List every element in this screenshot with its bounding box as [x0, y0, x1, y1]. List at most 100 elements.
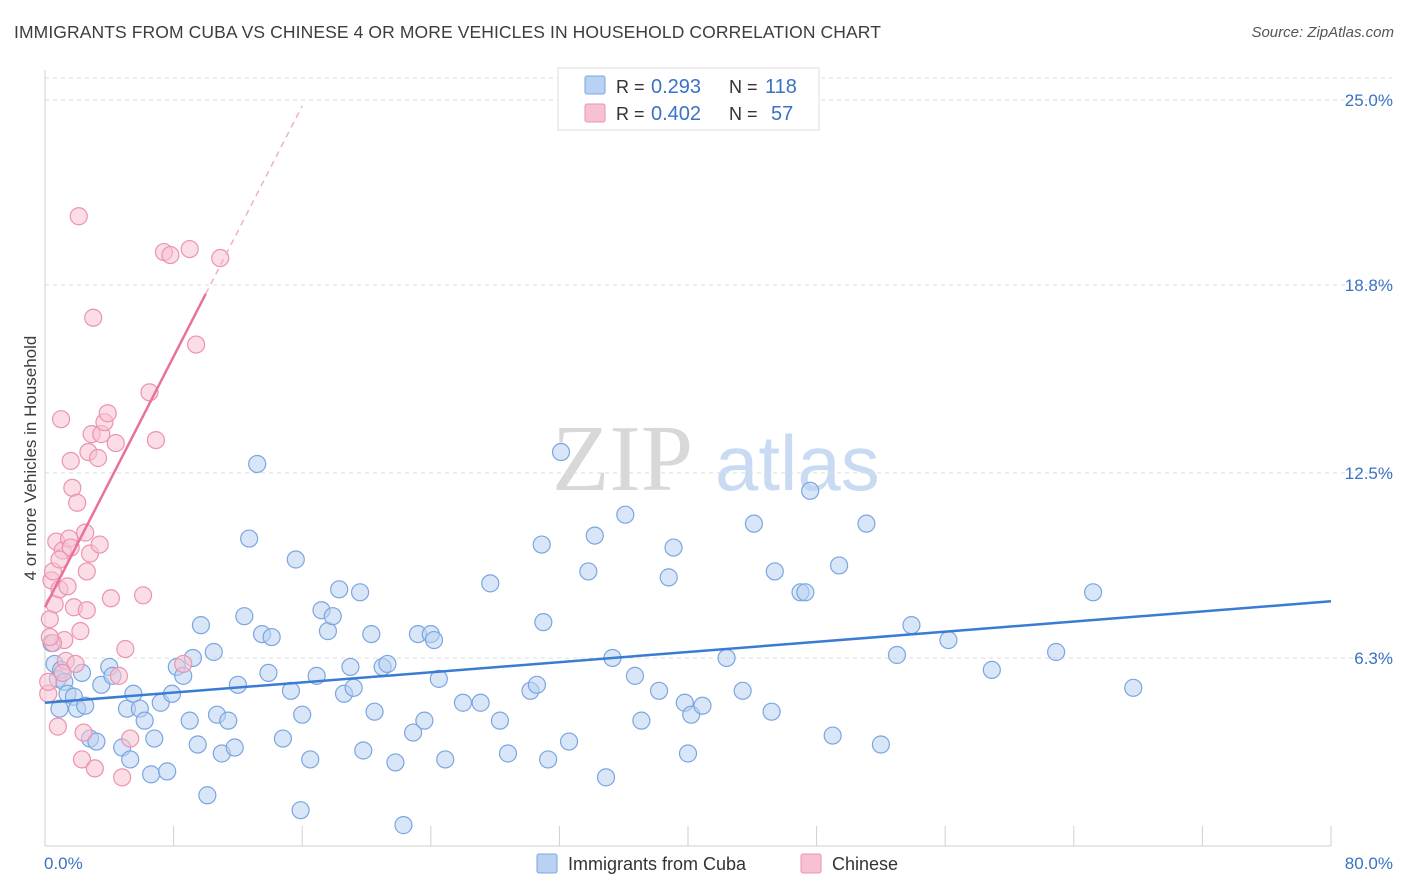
chinese-point — [51, 410, 71, 429]
stats-swatch-cuba — [584, 75, 606, 95]
y-tick-label: 18.8% — [1345, 276, 1393, 295]
chinese-point — [98, 404, 117, 423]
stats-swatch-chinese — [584, 103, 606, 123]
chinese-point — [39, 672, 58, 691]
stats-r-value-chinese: 0.402 — [651, 103, 701, 125]
cuba-point — [394, 816, 413, 835]
stats-n-value-chinese: 57 — [771, 103, 793, 125]
cuba-point — [424, 630, 444, 650]
cuba-point — [625, 666, 645, 685]
legend-label-cuba: Immigrants from Cuba — [568, 854, 747, 874]
chinese-point — [109, 666, 129, 685]
cuba-point — [350, 583, 370, 602]
data-points — [39, 207, 1143, 835]
y-tick-label: 12.5% — [1345, 464, 1393, 483]
chinese-point — [116, 639, 135, 659]
stats-n-label-cuba: N = — [729, 77, 758, 97]
cuba-point — [693, 696, 712, 715]
chinese-point — [84, 308, 103, 327]
cuba-point — [765, 562, 784, 581]
chinese-point — [72, 750, 92, 769]
x-tick-label-min: 0.0% — [44, 854, 83, 873]
stats-r-label-cuba: R = — [616, 77, 645, 97]
cuba-point — [198, 786, 217, 805]
cuba-point — [664, 538, 683, 557]
cuba-point — [982, 660, 1001, 680]
cuba-point — [188, 735, 207, 754]
cuba-point — [559, 732, 579, 751]
cuba-point — [436, 750, 455, 769]
cuba-point — [830, 556, 849, 575]
cuba-trend-line — [44, 600, 1332, 704]
cuba-point — [498, 744, 518, 763]
legend-swatch-chinese — [800, 853, 822, 874]
cuba-point — [534, 613, 553, 632]
y-axis-title: 4 or more Vehicles in Household — [21, 336, 40, 581]
cuba-point — [301, 750, 320, 769]
cuba-point — [341, 657, 360, 677]
chinese-point — [69, 207, 88, 226]
stats-box: R = 0.293 N = 118 R = 0.402 N = 57 — [557, 67, 820, 131]
chinese-point — [146, 430, 166, 450]
cuba-point — [490, 711, 510, 730]
chinese-point — [187, 335, 206, 354]
cuba-point — [135, 711, 154, 730]
chinese-point — [121, 729, 140, 748]
chinese-trend-line — [43, 293, 207, 608]
cuba-point — [532, 535, 551, 554]
cuba-point — [796, 583, 815, 602]
cuba-point — [857, 514, 876, 533]
cuba-point — [939, 630, 958, 650]
cuba-point — [158, 762, 177, 781]
trend-lines — [43, 105, 1332, 704]
cuba-point — [50, 699, 69, 718]
stats-r-value-cuba: 0.293 — [651, 76, 701, 98]
chinese-point — [68, 493, 87, 512]
cuba-point — [902, 616, 921, 635]
y-tick-label: 25.0% — [1345, 91, 1393, 110]
chinese-point — [77, 562, 96, 581]
cuba-point — [225, 738, 244, 757]
cuba-point — [291, 801, 310, 820]
chinese-point — [90, 535, 109, 554]
cuba-point — [527, 675, 546, 694]
chinese-point — [161, 245, 180, 265]
cuba-point — [323, 607, 342, 626]
chinese-point — [61, 451, 80, 471]
chinese-point — [77, 601, 96, 620]
chinese-point — [66, 654, 85, 674]
cuba-point — [678, 744, 698, 763]
chinese-point — [133, 586, 153, 605]
cuba-point — [1124, 678, 1143, 697]
cuba-point — [286, 550, 305, 569]
cuba-point — [453, 693, 473, 712]
cuba-point — [1047, 642, 1066, 662]
cuba-point — [87, 732, 106, 751]
cuba-point — [744, 514, 764, 533]
chinese-point — [88, 448, 108, 468]
cuba-point — [415, 711, 434, 730]
chinese-point — [211, 248, 230, 268]
legend-label-chinese: Chinese — [832, 854, 898, 874]
cuba-point — [616, 505, 635, 524]
cuba-point — [259, 663, 278, 682]
cuba-point — [481, 574, 500, 593]
watermark-zip: ZIP — [552, 407, 693, 511]
chinese-point — [58, 577, 77, 596]
chinese-point — [50, 550, 69, 569]
cuba-point — [365, 702, 384, 721]
cuba-point — [386, 753, 405, 772]
cuba-point — [632, 711, 651, 730]
cuba-point — [240, 529, 259, 548]
chinese-point — [48, 717, 67, 736]
cuba-point — [378, 654, 397, 674]
chinese-point — [180, 239, 199, 259]
chinese-point — [113, 768, 132, 787]
chinese-point — [174, 654, 193, 674]
cuba-point — [801, 481, 820, 500]
x-tick-label-max: 80.0% — [1345, 854, 1393, 873]
watermark-atlas: atlas — [715, 419, 880, 507]
chart-title: IMMIGRANTS FROM CUBA VS CHINESE 4 OR MOR… — [14, 22, 882, 42]
chinese-point — [101, 589, 121, 608]
